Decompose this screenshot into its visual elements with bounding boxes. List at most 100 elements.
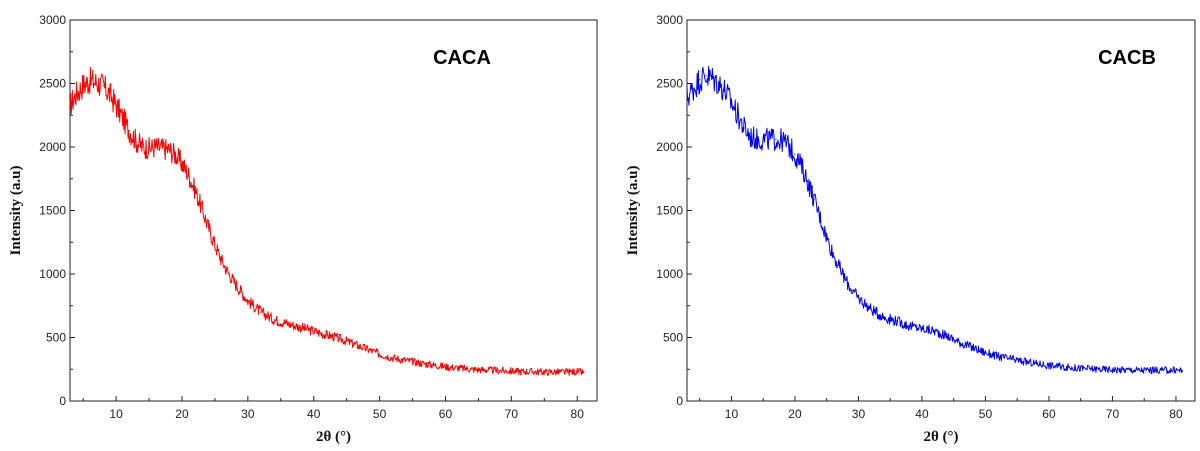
y-tick-label: 2000 [39,140,66,154]
data-point [497,369,499,372]
data-point [326,334,328,336]
data-point [1048,364,1050,367]
data-point [161,147,163,149]
chart-panel-cacb: 0 500 1000 1500 2000 2500 3000 10 20 30 40 50 60 70 80… [625,13,1196,445]
x-axis-title: 2θ (°) [923,429,958,445]
data-point [141,146,144,148]
data-point [1099,368,1101,370]
x-tick-label: 60 [1042,407,1056,421]
y-tick-label: 2500 [39,77,66,91]
data-point [168,148,170,151]
data-point [794,154,796,156]
data-point [1181,369,1183,372]
data-point [699,79,701,81]
x-tick-label: 80 [571,407,585,421]
data-point [1035,362,1037,365]
data-point [692,87,694,90]
data-point [260,311,262,313]
y-tick-label: 0 [676,394,683,408]
x-tick-label: 70 [505,407,519,421]
y-tick-label: 1000 [39,267,66,281]
data-point [895,320,898,322]
data-point [108,93,111,95]
data-point [234,282,236,284]
data-point [959,341,961,344]
data-point [583,371,585,374]
data-point [392,357,394,359]
data-point [711,77,714,80]
data-point [174,154,176,156]
data-point [135,140,137,142]
data-point [1162,369,1164,371]
plot-frame [69,19,598,402]
data-point [128,129,130,132]
data-point [214,244,216,246]
data-point [845,279,847,281]
data-point [686,96,688,99]
series-line-caca [69,66,585,376]
x-tick-label: 50 [979,407,993,421]
panel-label: CACB [1098,47,1156,69]
data-point [115,104,117,106]
data-point [220,259,223,261]
y-tick-label: 3000 [39,13,66,27]
data-point [781,140,783,142]
data-point [155,146,157,148]
x-tick-label: 20 [788,407,802,421]
x-tick-label: 10 [725,407,739,421]
data-point [870,308,872,311]
data-point [523,370,526,373]
data-point [102,85,104,87]
data-point [946,335,948,337]
data-point [743,127,745,129]
data-point [984,352,987,354]
data-point [458,367,460,369]
data-point [187,174,190,176]
data-point [194,189,196,191]
x-tick-label: 50 [373,407,387,421]
data-point [934,330,936,332]
x-tick-label: 40 [915,407,929,421]
data-point [1022,361,1025,363]
data-point [247,300,249,302]
data-point [832,253,834,255]
data-point [788,145,790,147]
data-point [444,366,447,368]
series-line-cacb [686,66,1183,375]
data-point [240,291,242,293]
x-tick-label: 80 [1169,407,1183,421]
data-point [286,322,288,325]
data-point [883,316,885,318]
chart-panel-caca: 0 500 1000 1500 2000 2500 3000 10 20 30 40 50 60 70 80… [8,13,598,445]
x-tick-label: 30 [852,407,866,421]
data-point [908,325,910,327]
x-tick-label: 30 [241,407,255,421]
data-point [431,364,433,366]
data-point [838,267,841,269]
y-tick-label: 2000 [656,140,683,154]
data-point [89,80,91,82]
data-point [807,180,809,182]
x-axis-title: 2θ (°) [316,429,351,445]
data-point [1149,369,1152,371]
y-tick-label: 500 [663,331,683,345]
data-point [365,348,368,350]
data-point [510,370,512,372]
data-point [1010,358,1012,360]
y-tick-label: 0 [59,394,66,408]
data-point [749,136,752,138]
data-point [724,90,726,92]
y-tick-label: 1500 [39,204,66,218]
data-point [826,236,828,238]
data-point [851,289,853,292]
x-tick-label: 70 [1106,407,1120,421]
data-point [273,319,275,321]
y-tick-label: 500 [46,331,66,345]
data-point [997,355,999,358]
data-point [339,338,341,340]
data-point [1061,366,1063,368]
data-point [972,347,974,349]
data-point [813,198,815,200]
data-point [82,84,84,86]
